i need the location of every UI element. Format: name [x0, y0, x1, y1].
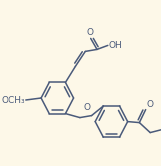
Text: O: O [147, 100, 154, 109]
Text: O: O [86, 28, 93, 37]
Text: OH: OH [109, 41, 123, 50]
Text: OCH₃: OCH₃ [1, 95, 25, 105]
Text: O: O [83, 103, 90, 112]
